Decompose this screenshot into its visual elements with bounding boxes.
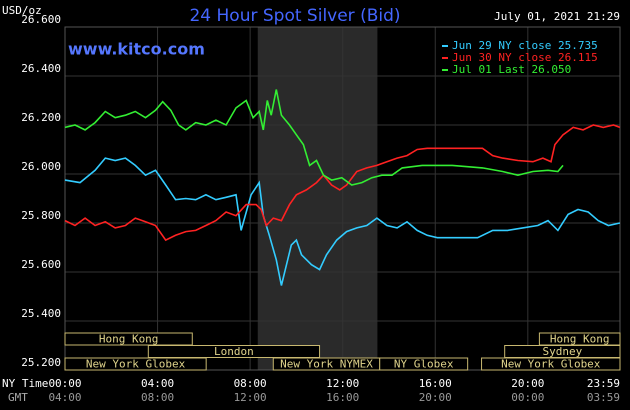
session-label: Hong Kong: [99, 333, 159, 346]
y-tick-label: 25.600: [21, 258, 61, 271]
x-tick-label: 00:00: [48, 377, 81, 390]
x2-tick-label: 12:00: [234, 391, 267, 404]
y-axis-label: USD/oz: [2, 4, 42, 17]
y-tick-label: 26.400: [21, 62, 61, 75]
legend-label: Jun 30 NY close 26.115: [452, 51, 598, 64]
x2-tick-label: 04:00: [48, 391, 81, 404]
session-bar: [481, 357, 621, 371]
watermark: www.kitco.com: [68, 40, 205, 59]
x-tick-label: 08:00: [234, 377, 267, 390]
session-bar: [64, 357, 207, 371]
session-label: New York NYMEX: [280, 358, 373, 371]
y-tick-label: 26.200: [21, 111, 61, 124]
session-label: NY Globex: [394, 358, 454, 371]
x2-tick-label: 08:00: [141, 391, 174, 404]
x-tick-label: 12:00: [326, 377, 359, 390]
series-line: [64, 89, 564, 186]
x-tick-label: 04:00: [141, 377, 174, 390]
x-tick-label: 20:00: [511, 377, 544, 390]
legend-label: Jul 01 Last 26.050: [452, 63, 571, 76]
series-line: [64, 124, 621, 242]
shade-band: [257, 27, 378, 370]
x2-tick-label: 20:00: [419, 391, 452, 404]
session-label: New York Globex: [501, 358, 601, 371]
chart-title: 24 Hour Spot Silver (Bid): [189, 6, 400, 26]
y-tick-label: 25.200: [21, 356, 61, 369]
x-tick-label: 23:59: [587, 377, 620, 390]
x-axis-label: NY Time: [2, 377, 48, 390]
session-label: London: [214, 345, 254, 358]
y-tick-label: 26.000: [21, 160, 61, 173]
x2-tick-label: 03:59: [587, 391, 620, 404]
session-bar: [147, 345, 321, 358]
session-label: New York Globex: [86, 358, 186, 371]
x2-tick-label: 00:00: [511, 391, 544, 404]
y-tick-label: 26.600: [21, 13, 61, 26]
y-tick-label: 25.400: [21, 307, 61, 320]
session-label: Sydney: [542, 345, 582, 358]
x2-axis-label: GMT: [8, 391, 28, 404]
session-label: Hong Kong: [550, 333, 610, 346]
series-line: [64, 157, 621, 286]
y-tick-label: 25.800: [21, 209, 61, 222]
x2-tick-label: 16:00: [326, 391, 359, 404]
x-tick-label: 16:00: [419, 377, 452, 390]
session-bar: [379, 357, 469, 371]
legend-label: Jun 29 NY close 25.735: [452, 39, 598, 52]
timestamp: July 01, 2021 21:29: [494, 10, 620, 23]
session-bar: [64, 332, 193, 346]
